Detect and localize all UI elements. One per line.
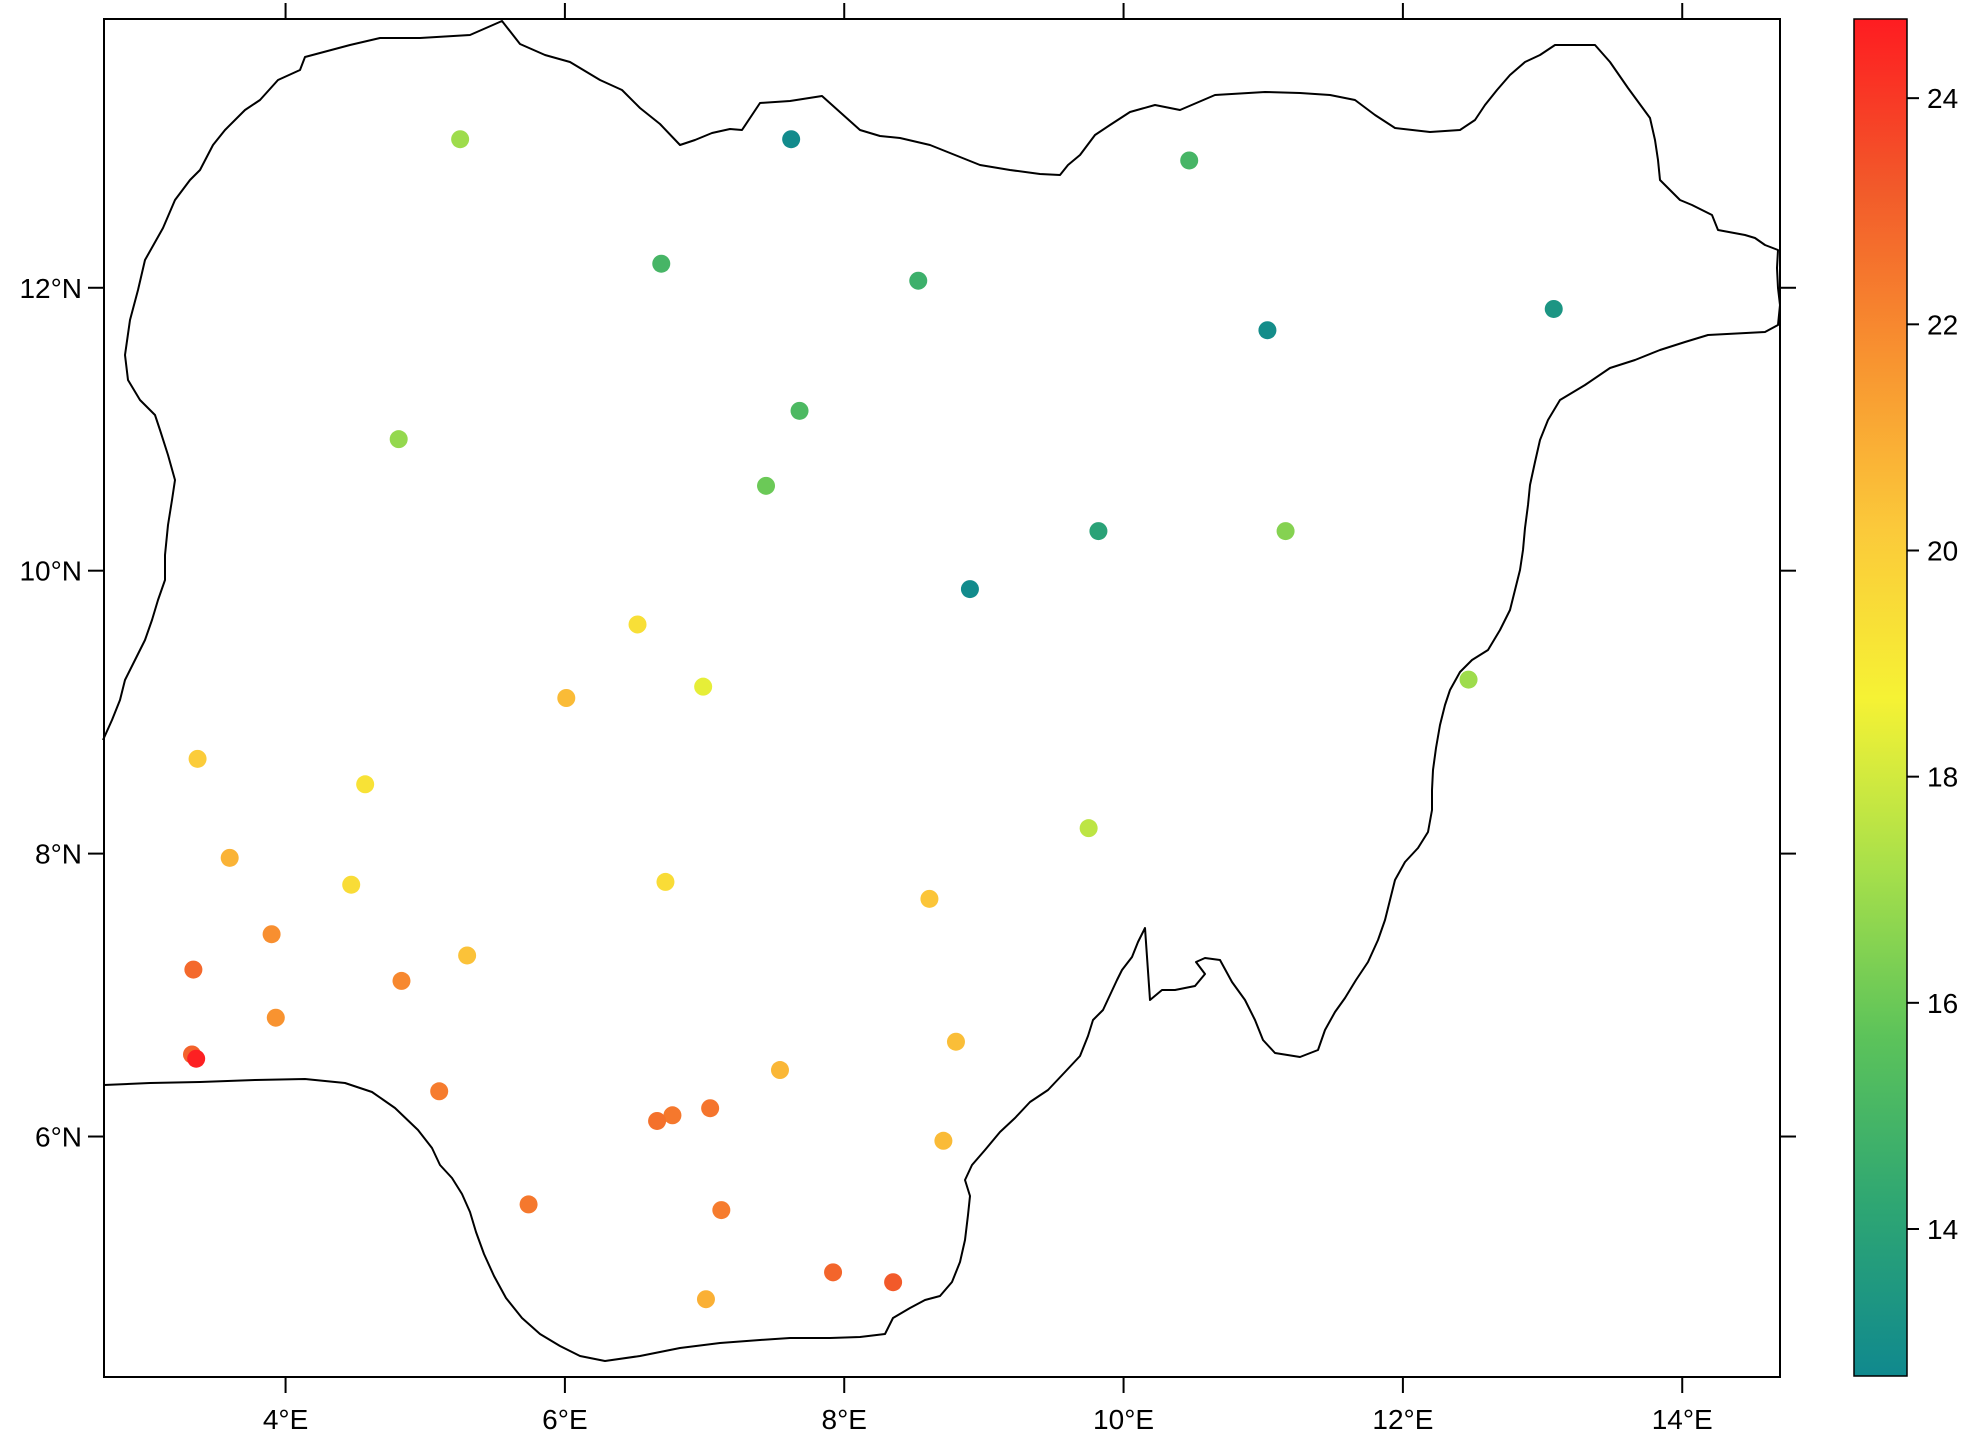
station-point (934, 1131, 953, 1150)
colorbar-tick-label: 14 (1927, 1214, 1958, 1245)
colorbar-ramp (1853, 18, 1908, 1377)
map-frame (103, 18, 1781, 1378)
x-axis: 4°E 6°E 8°E 10°E 12°E 14°E (263, 3, 1713, 1435)
colorbar-tick-label: 16 (1927, 988, 1958, 1019)
station-point (701, 1099, 720, 1118)
station-point (184, 960, 203, 979)
colorbar-tick-label: 20 (1927, 535, 1958, 566)
y-tick-label: 6°N (35, 1122, 82, 1153)
x-tick-label: 14°E (1652, 1404, 1713, 1435)
x-tick-label: 4°E (263, 1404, 308, 1435)
station-point (1258, 321, 1277, 340)
station-point (652, 254, 671, 273)
station-point (262, 925, 281, 944)
station-point (648, 1111, 667, 1130)
station-point (557, 689, 576, 707)
station-point (389, 430, 408, 449)
x-tick-label: 8°E (822, 1404, 867, 1435)
station-point (519, 1195, 538, 1214)
station-point (1089, 522, 1108, 541)
colorbar: 14 16 18 20 22 24 (1853, 18, 1958, 1377)
station-point (920, 889, 939, 908)
colorbar-tick-label: 22 (1927, 309, 1958, 340)
y-tick-label: 12°N (19, 273, 82, 304)
y-tick-label: 8°N (35, 839, 82, 870)
colorbar-ticks: 14 16 18 20 22 24 (1907, 83, 1958, 1245)
station-point (824, 1263, 843, 1282)
colorbar-tick-label: 18 (1927, 762, 1958, 793)
station-point (187, 1049, 206, 1068)
station-point (1180, 151, 1199, 170)
station-point (656, 872, 675, 891)
x-tick-label: 6°E (542, 1404, 587, 1435)
station-point (430, 1082, 449, 1101)
colorbar-tick-label: 24 (1927, 83, 1958, 114)
x-tick-label: 12°E (1372, 1404, 1433, 1435)
station-point (458, 946, 477, 965)
station-point (356, 775, 375, 794)
station-point (451, 130, 470, 149)
station-point (266, 1008, 285, 1027)
station-point (220, 848, 239, 867)
x-tick-label: 10°E (1093, 1404, 1154, 1435)
station-point (694, 677, 713, 696)
station-point (1079, 819, 1098, 838)
station-point (884, 1273, 903, 1292)
station-point (757, 476, 776, 495)
station-point (1544, 299, 1563, 318)
station-point (909, 271, 928, 290)
station-point (946, 1032, 965, 1051)
station-point (1276, 522, 1295, 541)
station-point (782, 130, 801, 149)
station-point (392, 971, 411, 990)
y-tick-label: 10°N (19, 556, 82, 587)
station-point (770, 1061, 789, 1080)
station-point (696, 1290, 715, 1309)
station-point (663, 1106, 682, 1125)
station-point (790, 401, 809, 420)
country-boundary (102, 20, 1781, 1362)
station-point (342, 875, 361, 894)
station-point (960, 580, 979, 599)
station-markers (182, 130, 1563, 1309)
station-point (188, 749, 207, 768)
station-point (712, 1201, 731, 1220)
y-axis: 6°N 8°N 10°N 12°N (19, 273, 1796, 1153)
station-point (628, 615, 647, 634)
station-point (1459, 670, 1478, 689)
